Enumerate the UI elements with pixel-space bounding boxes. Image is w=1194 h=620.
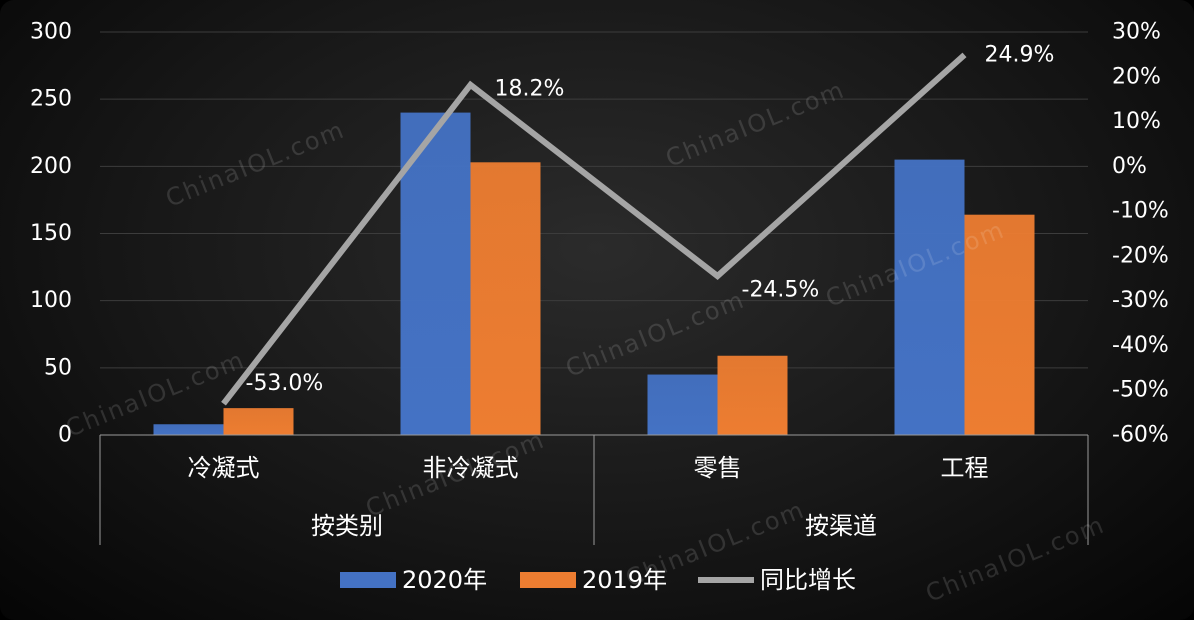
data-label: 18.2% [495,76,565,101]
legend-swatch [520,572,576,588]
y-tick-label: 250 [30,87,72,112]
y-tick-label: 0 [58,423,72,448]
group-label: 按渠道 [805,512,877,540]
y2-tick-label: -30% [1112,288,1169,313]
legend-label: 同比增长 [760,566,856,594]
y2-tick-label: -60% [1112,423,1169,448]
legend-swatch [340,572,396,588]
data-label: -24.5% [742,278,820,303]
bar-2020年 [647,374,718,435]
category-label: 非冷凝式 [423,454,519,482]
group-label: 按类别 [311,512,383,540]
line-同比增长 [221,52,967,406]
legend-label: 2020年 [402,566,487,594]
bar-2020年 [400,112,471,435]
y-tick-label: 50 [44,355,72,380]
data-label: -53.0% [246,371,324,396]
y2-tick-label: -10% [1112,199,1169,224]
y2-tick-label: 30% [1112,20,1161,45]
y2-tick-label: 10% [1112,109,1161,134]
y2-tick-label: -20% [1112,243,1169,268]
bar-2019年 [717,355,788,435]
y-tick-label: 300 [30,20,72,45]
legend-label: 2019年 [582,566,667,594]
y-tick-label: 150 [30,221,72,246]
bar-2019年 [964,214,1035,435]
y-tick-label: 200 [30,154,72,179]
bar-2020年 [894,159,965,435]
bar-2019年 [470,162,541,435]
bar-2019年 [223,408,294,435]
category-label: 冷凝式 [188,454,260,482]
category-label: 零售 [694,454,742,482]
category-label: 工程 [941,454,989,482]
bar-2020年 [153,424,224,435]
y2-tick-label: -50% [1112,378,1169,403]
y2-tick-label: 0% [1112,154,1147,179]
y-tick-label: 100 [30,288,72,313]
y2-tick-label: 20% [1112,64,1161,89]
data-label: 24.9% [985,42,1055,67]
y2-tick-label: -40% [1112,333,1169,358]
